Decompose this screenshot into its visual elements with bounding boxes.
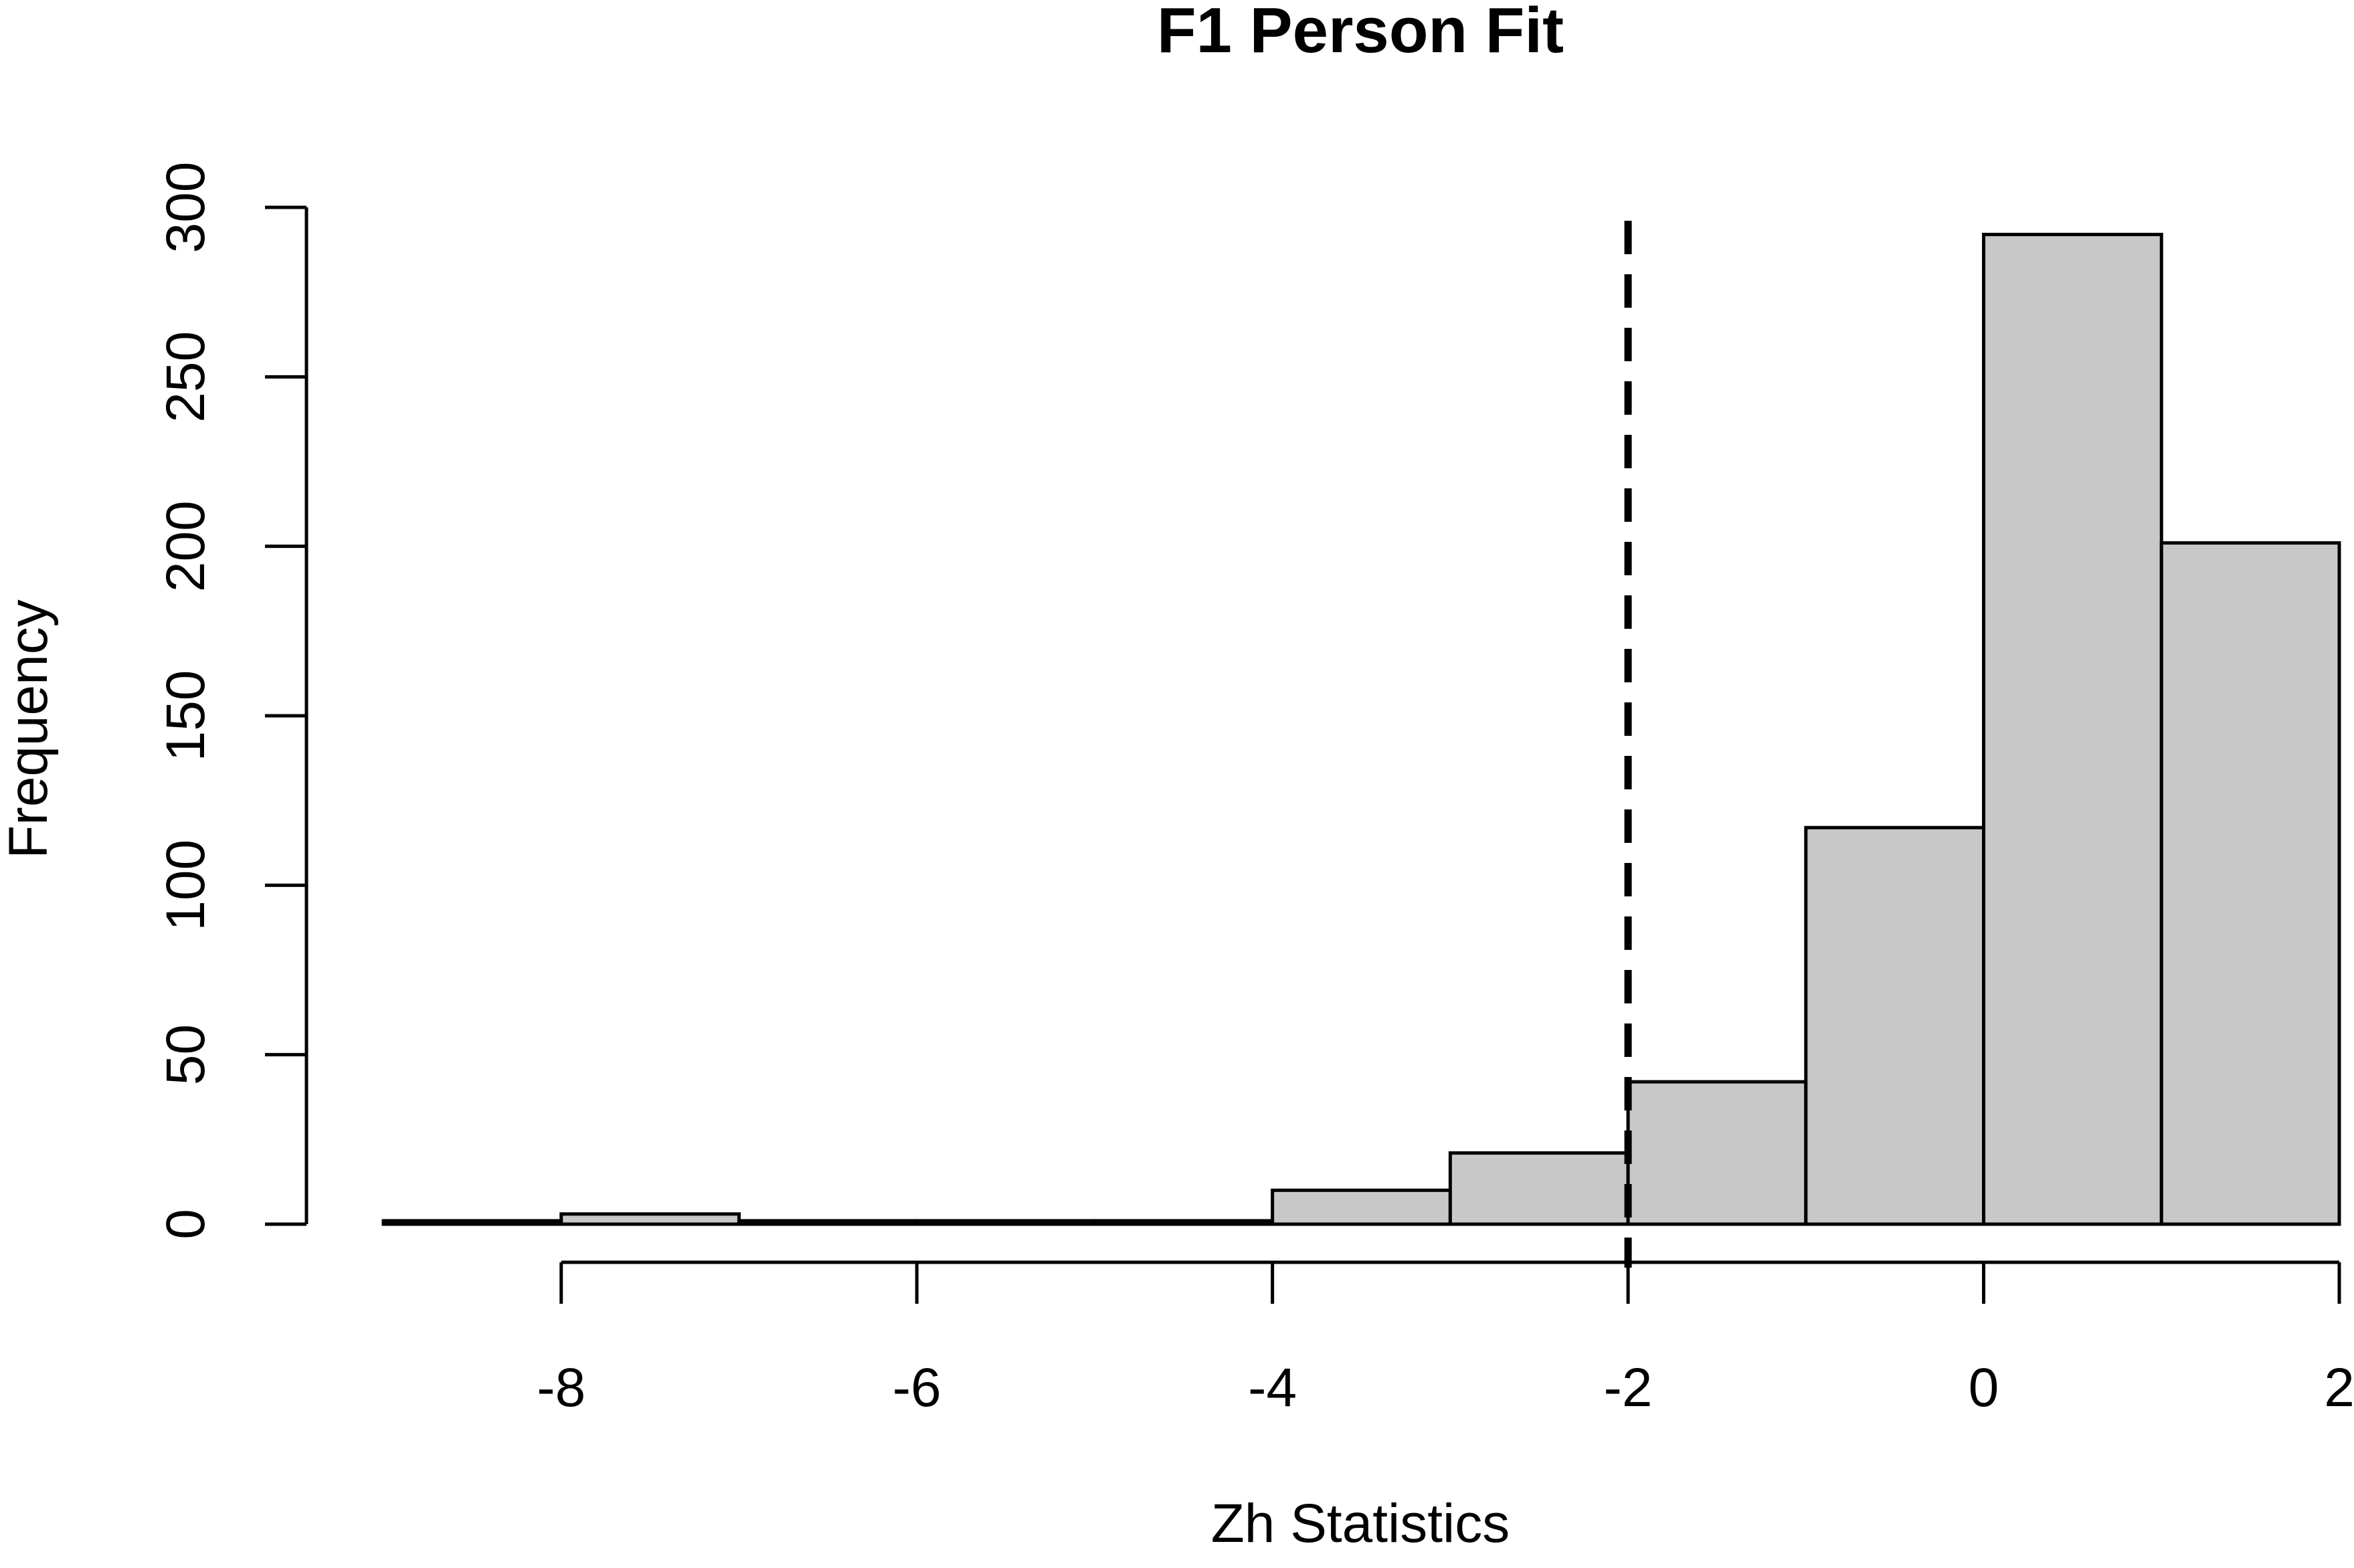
chart-title: F1 Person Fit	[1157, 0, 1564, 66]
y-tick-label-0: 0	[155, 1209, 216, 1240]
y-tick-label-3: 150	[155, 670, 216, 762]
histogram-bar-2	[737, 1219, 919, 1226]
histogram-bar-3	[915, 1219, 1097, 1226]
x-tick-label-1: -6	[893, 1357, 941, 1418]
histogram-bar-10	[2159, 541, 2341, 1226]
histogram-bar-8	[1804, 825, 1986, 1226]
y-tick-label-6: 300	[155, 162, 216, 254]
histogram-bar-1	[559, 1212, 741, 1226]
histogram-bar-0	[381, 1219, 563, 1226]
histogram-bar-5	[1271, 1188, 1452, 1226]
x-axis: -8 -6 -4 -2 0 2	[537, 1260, 2354, 1418]
x-tick-label-4: 0	[1969, 1357, 1999, 1418]
histogram-bar-4	[1093, 1219, 1275, 1226]
y-axis-label: Frequency	[0, 599, 59, 858]
x-axis-label: Zh Statistics	[1211, 1493, 1510, 1554]
x-tick-label-2: -4	[1248, 1357, 1297, 1418]
y-tick-label-4: 200	[155, 500, 216, 592]
y-tick-label-2: 100	[155, 840, 216, 931]
y-axis: 0 50 100 150 200 250 300	[155, 162, 308, 1240]
x-tick-label-3: -2	[1604, 1357, 1653, 1418]
y-tick-label-5: 250	[155, 331, 216, 423]
y-tick-label-1: 50	[155, 1024, 216, 1085]
histogram-bar-7	[1626, 1080, 1808, 1226]
histogram-bar-6	[1448, 1151, 1630, 1226]
histogram-bar-9	[1982, 233, 2163, 1226]
bars-group	[381, 233, 2341, 1226]
x-tick-label-0: -8	[537, 1357, 585, 1418]
x-tick-label-5: 2	[2324, 1357, 2354, 1418]
